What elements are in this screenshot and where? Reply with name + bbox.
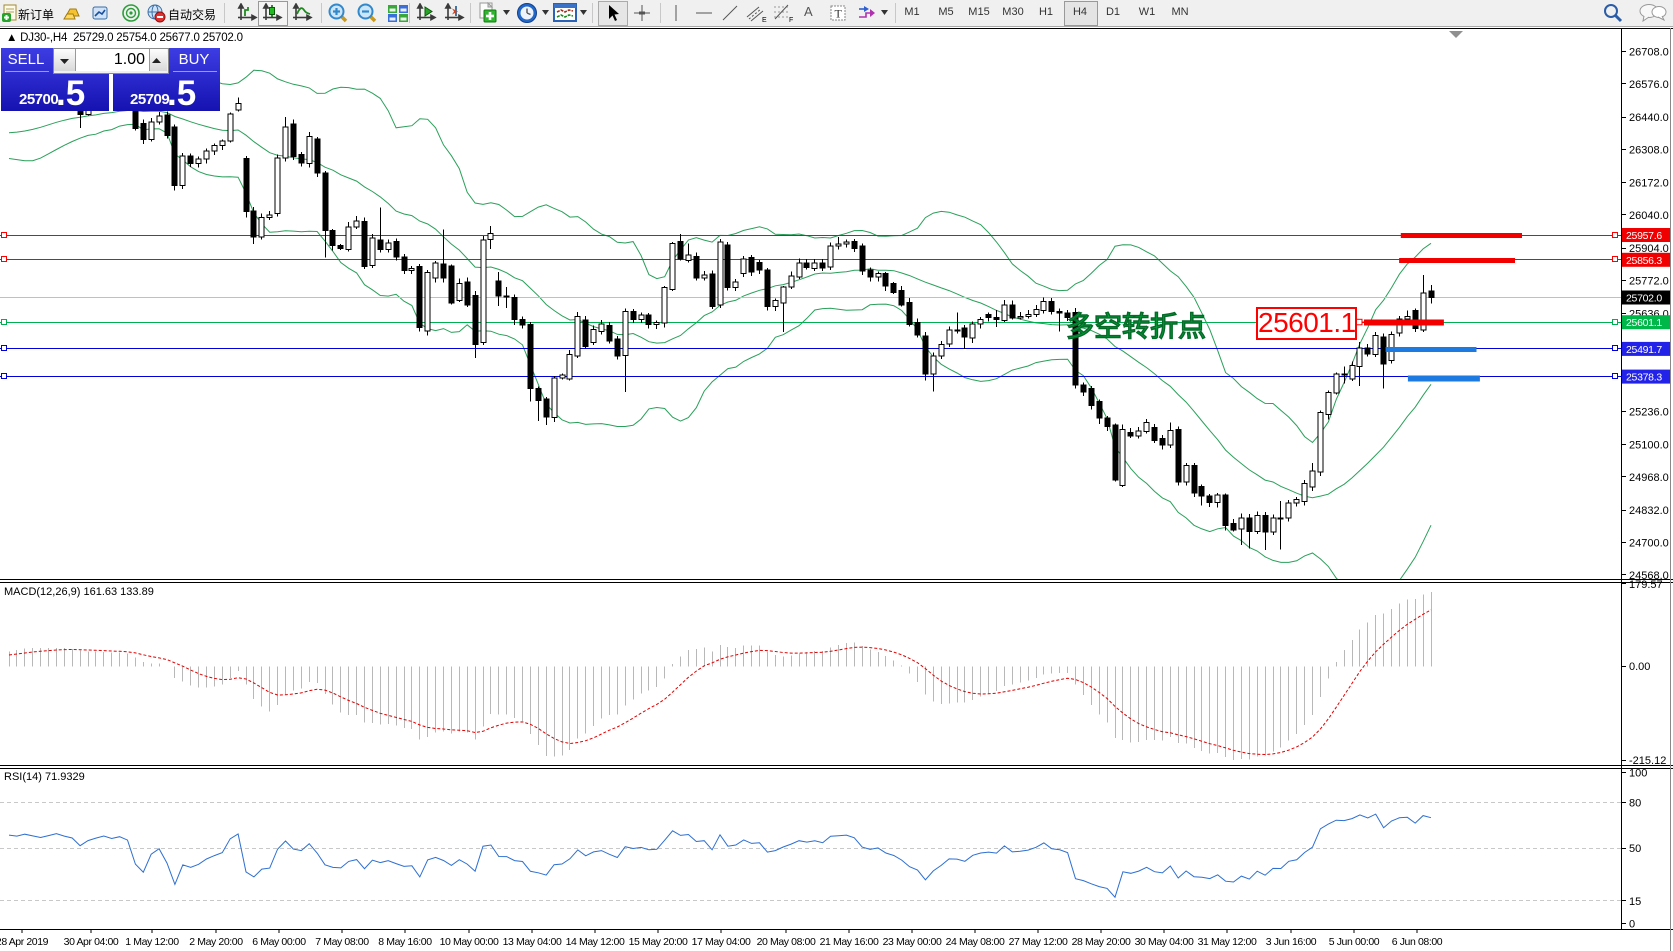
svg-text:F: F: [789, 17, 793, 23]
svg-text:26308.0: 26308.0: [1629, 144, 1669, 156]
svg-text:2 May 20:00: 2 May 20:00: [189, 936, 243, 948]
svg-text:25491.7: 25491.7: [1626, 344, 1662, 356]
svg-text:25378.3: 25378.3: [1626, 372, 1662, 384]
svg-text:24968.0: 24968.0: [1629, 472, 1669, 484]
svg-text:10 May 00:00: 10 May 00:00: [440, 936, 499, 948]
svg-text:20 May 08:00: 20 May 08:00: [757, 936, 816, 948]
svg-text:25236.0: 25236.0: [1629, 406, 1669, 418]
svg-text:25601.1: 25601.1: [1626, 317, 1662, 329]
svg-text:179.57: 179.57: [1629, 579, 1663, 591]
svg-text:14 May 12:00: 14 May 12:00: [566, 936, 625, 948]
svg-text:24 May 08:00: 24 May 08:00: [946, 936, 1005, 948]
svg-text:15 May 20:00: 15 May 20:00: [629, 936, 688, 948]
svg-text:80: 80: [1629, 798, 1641, 810]
svg-text:5 Jun 00:00: 5 Jun 00:00: [1329, 936, 1380, 948]
svg-text:28 May 20:00: 28 May 20:00: [1072, 936, 1131, 948]
svg-text:13 May 04:00: 13 May 04:00: [503, 936, 562, 948]
svg-text:23 May 00:00: 23 May 00:00: [883, 936, 942, 948]
svg-text:25100.0: 25100.0: [1629, 440, 1669, 452]
svg-text:T: T: [835, 7, 843, 21]
svg-text:100: 100: [1629, 768, 1647, 780]
svg-text:28 Apr 2019: 28 Apr 2019: [0, 936, 49, 948]
svg-text:30 May 04:00: 30 May 04:00: [1135, 936, 1194, 948]
svg-text:50: 50: [1629, 843, 1641, 855]
svg-text:E: E: [762, 17, 767, 23]
svg-text:25904.0: 25904.0: [1629, 243, 1669, 255]
svg-text:26172.0: 26172.0: [1629, 178, 1669, 190]
svg-text:24832.0: 24832.0: [1629, 505, 1669, 517]
svg-text:25856.3: 25856.3: [1626, 255, 1662, 267]
svg-text:17 May 04:00: 17 May 04:00: [692, 936, 751, 948]
svg-text:21 May 16:00: 21 May 16:00: [820, 936, 879, 948]
svg-text:24700.0: 24700.0: [1629, 538, 1669, 550]
svg-text:7 May 08:00: 7 May 08:00: [315, 936, 369, 948]
svg-text:25772.0: 25772.0: [1629, 275, 1669, 287]
svg-text:3 Jun 16:00: 3 Jun 16:00: [1266, 936, 1317, 948]
svg-text:26440.0: 26440.0: [1629, 112, 1669, 124]
svg-text:31 May 12:00: 31 May 12:00: [1198, 936, 1257, 948]
svg-text:1 May 12:00: 1 May 12:00: [125, 936, 179, 948]
svg-text:27 May 12:00: 27 May 12:00: [1009, 936, 1068, 948]
svg-text:24568.0: 24568.0: [1629, 570, 1669, 582]
svg-text:0.00: 0.00: [1629, 661, 1650, 673]
svg-text:0: 0: [1629, 919, 1635, 931]
svg-text:8 May 16:00: 8 May 16:00: [378, 936, 432, 948]
svg-text:30 Apr 04:00: 30 Apr 04:00: [64, 936, 119, 948]
svg-text:25702.0: 25702.0: [1626, 293, 1662, 305]
svg-text:15: 15: [1629, 896, 1641, 908]
svg-text:-215.12: -215.12: [1629, 755, 1666, 767]
svg-text:6 Jun 08:00: 6 Jun 08:00: [1392, 936, 1443, 948]
svg-text:6 May 00:00: 6 May 00:00: [252, 936, 306, 948]
svg-text:25957.6: 25957.6: [1626, 230, 1662, 242]
svg-text:26040.0: 26040.0: [1629, 210, 1669, 222]
svg-text:26708.0: 26708.0: [1629, 47, 1669, 59]
svg-text:26576.0: 26576.0: [1629, 79, 1669, 91]
